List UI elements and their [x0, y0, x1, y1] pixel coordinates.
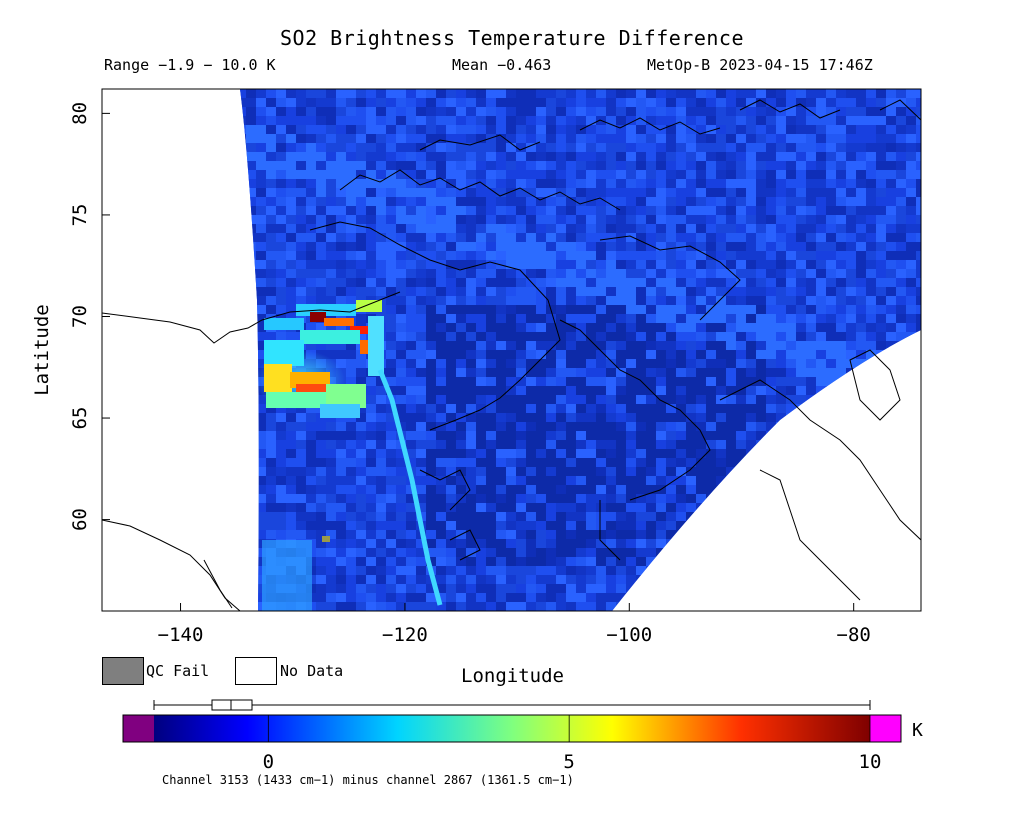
no-data-label: No Data — [280, 662, 344, 680]
colorbar-overflow — [870, 715, 901, 742]
range-readout: Range −1.9 − 10.0 K — [104, 56, 276, 74]
colorbar-gradient — [154, 715, 870, 742]
colorbar: 0 5 10 — [122, 699, 902, 773]
x-tick-label: −120 — [382, 624, 428, 646]
so2-plume — [255, 300, 443, 611]
y-tick-label: 70 — [69, 305, 91, 328]
qc-fail-label: QC Fail — [146, 662, 210, 680]
satellite-timestamp: MetOp-B 2023-04-15 17:46Z — [647, 56, 873, 74]
colorbar-tick-label: 10 — [859, 751, 882, 773]
x-axis: −140 −120 −100 −80 — [158, 603, 871, 646]
x-axis-label: Longitude — [461, 665, 564, 687]
colorbar-tick-label: 0 — [263, 751, 274, 773]
x-tick-label: −80 — [837, 624, 871, 646]
y-axis: 80 75 70 65 60 — [69, 102, 110, 531]
colorbar-caption: Channel 3153 (1433 cm−1) minus channel 2… — [162, 773, 574, 787]
y-tick-label: 65 — [69, 407, 91, 430]
plot-frame — [101, 88, 922, 612]
colorbar-unit: K — [912, 720, 923, 741]
y-tick-label: 60 — [69, 508, 91, 531]
y-tick-label: 80 — [69, 102, 91, 125]
no-data-swatch — [235, 657, 277, 685]
y-tick-label: 75 — [69, 203, 91, 226]
x-tick-label: −140 — [158, 624, 204, 646]
y-axis-label: Latitude — [31, 304, 53, 396]
colorbar-ticks: 0 5 10 — [263, 715, 882, 773]
colorbar-box — [211, 699, 253, 711]
chart-title: SO2 Brightness Temperature Difference — [279, 26, 745, 50]
mean-readout: Mean −0.463 — [452, 56, 552, 74]
qc-fail-swatch — [102, 657, 144, 685]
x-tick-label: −100 — [606, 624, 652, 646]
colorbar-tick-label: 5 — [563, 751, 574, 773]
colorbar-underflow — [123, 715, 154, 742]
coastlines — [102, 99, 921, 611]
